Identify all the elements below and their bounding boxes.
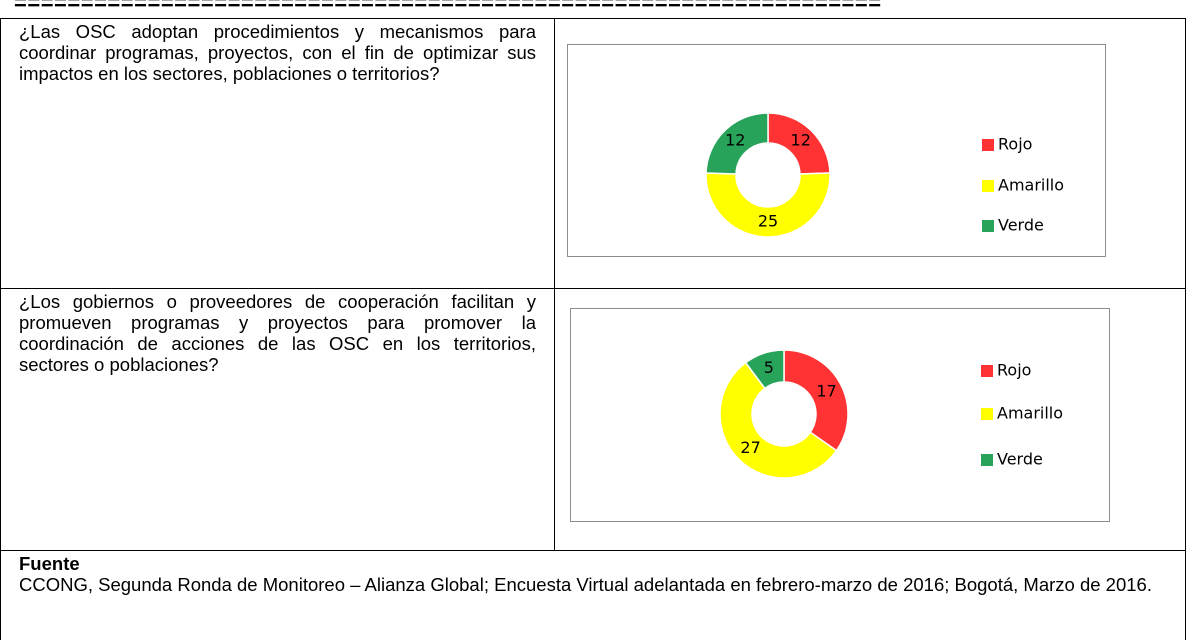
legend-swatch (982, 220, 994, 232)
legend-label: Amarillo (998, 176, 1064, 195)
question-cell: ¿Las OSC adoptan procedimientos y mecani… (0, 18, 555, 289)
legend-swatch (981, 408, 993, 420)
data-label: 17 (816, 381, 836, 400)
legend-swatch (982, 180, 994, 192)
legend-label: Verde (997, 450, 1043, 469)
data-label: 12 (725, 131, 745, 150)
data-label: 5 (764, 358, 774, 377)
donut-slice (705, 112, 769, 175)
donut-slice (783, 349, 849, 452)
source-title: Fuente (19, 553, 80, 574)
legend-label: Amarillo (997, 404, 1063, 423)
separator: ========================================… (14, 0, 882, 15)
donut-slice (744, 349, 785, 390)
legend-swatch (982, 139, 994, 151)
legend-label: Verde (998, 216, 1044, 235)
chart-box: 17 27 5 Rojo Amarillo Verde (570, 308, 1110, 522)
data-label: 27 (740, 438, 760, 457)
donut-slice (705, 172, 831, 238)
chart: 17 27 5 Rojo Amarillo Verde (719, 349, 1063, 479)
legend-swatch (981, 365, 993, 377)
source-cell: Fuente CCONG, Segunda Ronda de Monitoreo… (0, 550, 1186, 640)
source-text: CCONG, Segunda Ronda de Monitoreo – Alia… (19, 574, 1152, 595)
chart: 12 25 12 Rojo Amarillo Verde (705, 112, 1064, 238)
data-label: 12 (791, 131, 811, 150)
question: ¿Las OSC adoptan procedimientos y mecani… (19, 21, 536, 84)
legend-label: Rojo (997, 361, 1031, 380)
chart-box: 12 25 12 Rojo Amarillo Verde (567, 44, 1106, 257)
question: ¿Los gobiernos o proveedores de cooperac… (19, 291, 536, 375)
legend-swatch (981, 454, 993, 466)
donut-slice (719, 361, 838, 479)
legend-label: Rojo (998, 135, 1032, 154)
chart-cell: 12 25 12 Rojo Amarillo Verde (554, 18, 1186, 289)
data-label: 25 (758, 212, 778, 231)
question-cell: ¿Los gobiernos o proveedores de cooperac… (0, 288, 555, 551)
chart-cell: 17 27 5 Rojo Amarillo Verde (554, 288, 1186, 551)
